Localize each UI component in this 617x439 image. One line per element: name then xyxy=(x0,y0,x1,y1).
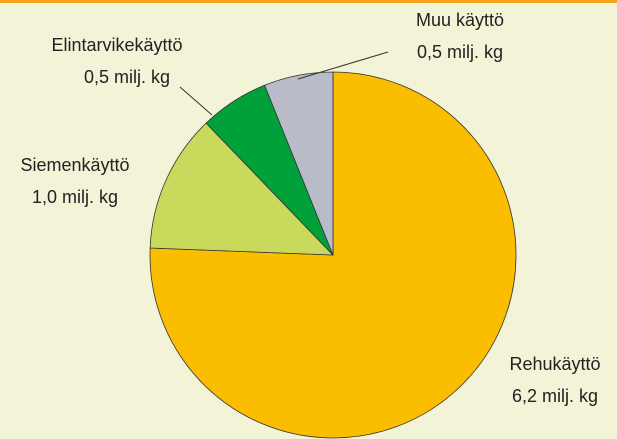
slice-label: Muu käyttö xyxy=(416,10,504,30)
slice-label: Elintarvikekäyttö xyxy=(51,35,182,55)
slice-label: Siemenkäyttö xyxy=(20,155,129,175)
pie-slice xyxy=(149,122,334,256)
slice-label: Rehukäyttö xyxy=(509,354,600,374)
pie-slice xyxy=(264,71,334,256)
value-label: 6,2 milj. kg xyxy=(512,386,598,406)
value-label: 0,5 milj. kg xyxy=(84,67,170,87)
chart: Rehukäyttö 6,2 milj. kg Siemenkäyttö 1,0 mi… xyxy=(20,10,601,439)
leader-line xyxy=(297,51,389,80)
value-label: 1,0 milj. kg xyxy=(32,187,118,207)
value-label: 0,5 milj. kg xyxy=(417,42,503,62)
leader-line xyxy=(179,86,213,116)
